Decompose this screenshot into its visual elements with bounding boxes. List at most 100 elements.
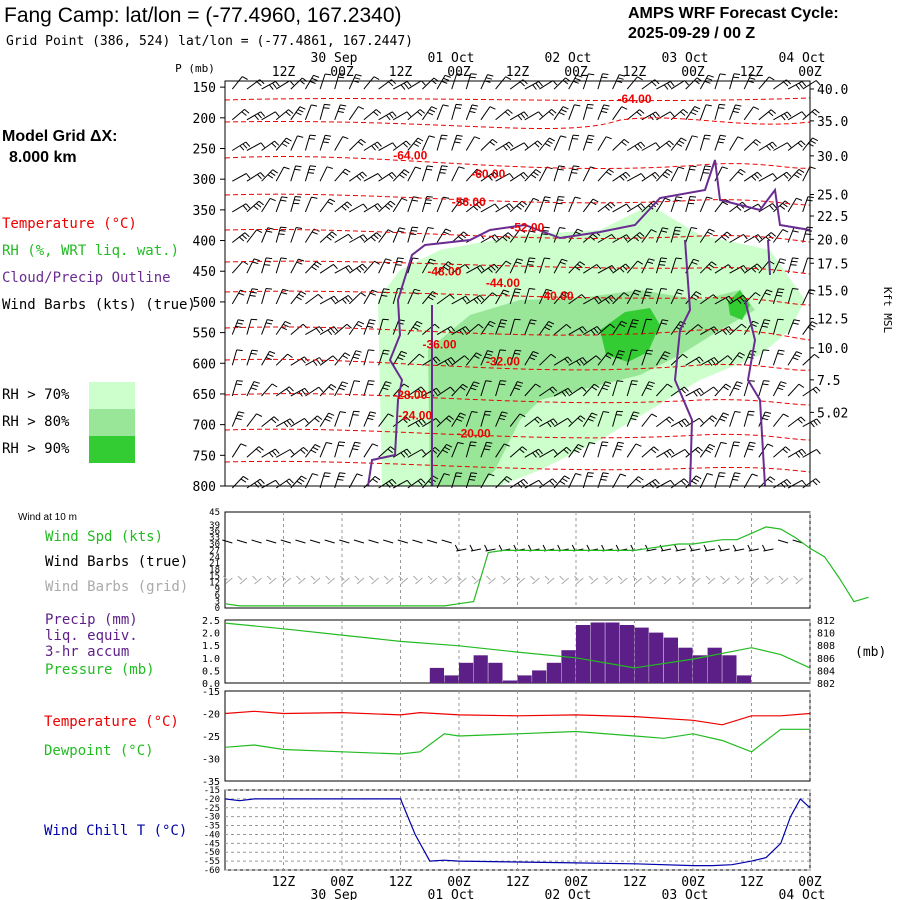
wind-tick-label: 36	[209, 527, 220, 537]
wind-barb	[305, 444, 321, 458]
wind-barb	[304, 134, 316, 151]
legend-temperature: Temperature (°C)	[2, 216, 137, 232]
wind-barb	[480, 441, 493, 458]
rh-legend-swatch-70	[89, 382, 135, 409]
wind-barb	[261, 479, 280, 489]
wind-barb	[568, 196, 581, 213]
wind-barb	[378, 318, 389, 335]
wind-barb	[743, 380, 755, 397]
wind-barb	[319, 355, 338, 366]
time-tick-label-top: 00Z	[798, 65, 822, 80]
wind-barb	[451, 103, 463, 120]
label-temperature: Temperature (°C)	[44, 714, 179, 730]
time-tick-label-bottom: 12Z	[389, 875, 413, 890]
wind-barb	[246, 478, 265, 489]
grid-wind-barb	[354, 575, 365, 585]
height-tick-label: 7.5	[817, 374, 840, 389]
wind-barb	[480, 410, 492, 427]
wind-barb	[524, 479, 543, 489]
wind-barb	[787, 257, 799, 274]
wind-barb	[334, 441, 346, 458]
pressure-tick-label: 350	[193, 204, 216, 219]
wind-barb	[729, 168, 746, 182]
temperature-contour-line	[224, 117, 811, 130]
wind-barb	[348, 74, 362, 90]
temperature-contour-label: -56.00	[452, 195, 486, 209]
wind-chill-tick-label: -15	[204, 786, 220, 796]
true-wind-barb	[747, 544, 759, 552]
wind-barb	[261, 169, 278, 182]
date-label-top: 04 Oct	[779, 51, 826, 66]
wind-barb	[626, 411, 640, 427]
grid-wind-barb	[369, 575, 379, 585]
wind-barb	[421, 227, 434, 243]
pressure-tick-label: 802	[817, 679, 835, 690]
wind-barb	[451, 326, 470, 336]
wind-barb	[290, 106, 306, 121]
temperature-contour-line	[224, 393, 811, 406]
wind-barb	[363, 173, 383, 182]
wind-barb	[773, 111, 792, 121]
date-label-top: 01 Oct	[428, 51, 475, 66]
wind-barb	[582, 198, 599, 213]
wind-tick-label: 30	[209, 540, 220, 550]
precip-tick-label: 0.0	[202, 679, 220, 690]
grid-wind-barb	[281, 575, 292, 585]
wind-barb	[685, 387, 704, 397]
true-wind-barb	[266, 539, 277, 544]
wind-barb	[261, 448, 280, 458]
wind-barb	[421, 135, 435, 151]
wind-barb	[378, 111, 397, 121]
wind-barb	[495, 349, 506, 366]
wind-barb	[275, 109, 294, 121]
wind-barb	[465, 411, 478, 427]
wind-barb	[275, 196, 288, 213]
grid-wind-barb	[383, 575, 394, 585]
precip-bar	[473, 655, 488, 683]
wind-barb	[626, 173, 646, 182]
time-tick-label-bottom: 12Z	[272, 875, 296, 890]
precip-bar	[590, 622, 605, 683]
wind-chill-line	[224, 797, 811, 867]
wind-barb	[246, 288, 258, 305]
wind-barb	[480, 74, 494, 90]
rh-legend-swatch-90	[89, 436, 135, 463]
wind-barb	[641, 381, 655, 397]
wind-barb	[246, 200, 264, 213]
wind-barb	[729, 104, 742, 120]
wind-barb	[348, 350, 362, 366]
wind-barb	[261, 416, 279, 427]
wind-barb	[612, 380, 624, 397]
height-axis-title: Kft MSL	[881, 287, 894, 334]
wind-barb	[758, 319, 771, 335]
wind-barb	[305, 261, 322, 274]
grid-wind-barb	[427, 575, 438, 585]
wind-barb	[261, 140, 280, 151]
wind-barb	[436, 228, 452, 243]
wind-barb	[641, 229, 657, 243]
date-label-bottom: 01 Oct	[428, 888, 475, 900]
wind-barb	[422, 77, 440, 90]
wind-barb	[539, 109, 557, 121]
wind-barb	[538, 166, 553, 182]
temperature-contour-label: -52.00	[510, 220, 544, 234]
wind-barb	[407, 137, 424, 151]
wind-barb	[378, 413, 394, 427]
wind-barb	[275, 226, 287, 243]
wind-barb	[612, 350, 625, 366]
wind-barb	[802, 166, 816, 182]
pressure-tick-label: 300	[193, 173, 216, 188]
temperature-contour-label: -48.00	[427, 265, 461, 279]
height-tick-label: 15.0	[817, 284, 848, 299]
wind-barb	[246, 318, 258, 335]
grid-wind-barb	[266, 575, 277, 585]
wind-barb	[261, 80, 280, 90]
wind-barb	[290, 356, 309, 366]
time-tick-label-bottom: 00Z	[330, 875, 354, 890]
true-wind-barb	[222, 539, 233, 544]
wind-barb	[334, 411, 346, 427]
wind-barb	[582, 442, 596, 458]
wind-barb	[363, 109, 382, 121]
pressure-tick-label: 600	[193, 357, 216, 372]
